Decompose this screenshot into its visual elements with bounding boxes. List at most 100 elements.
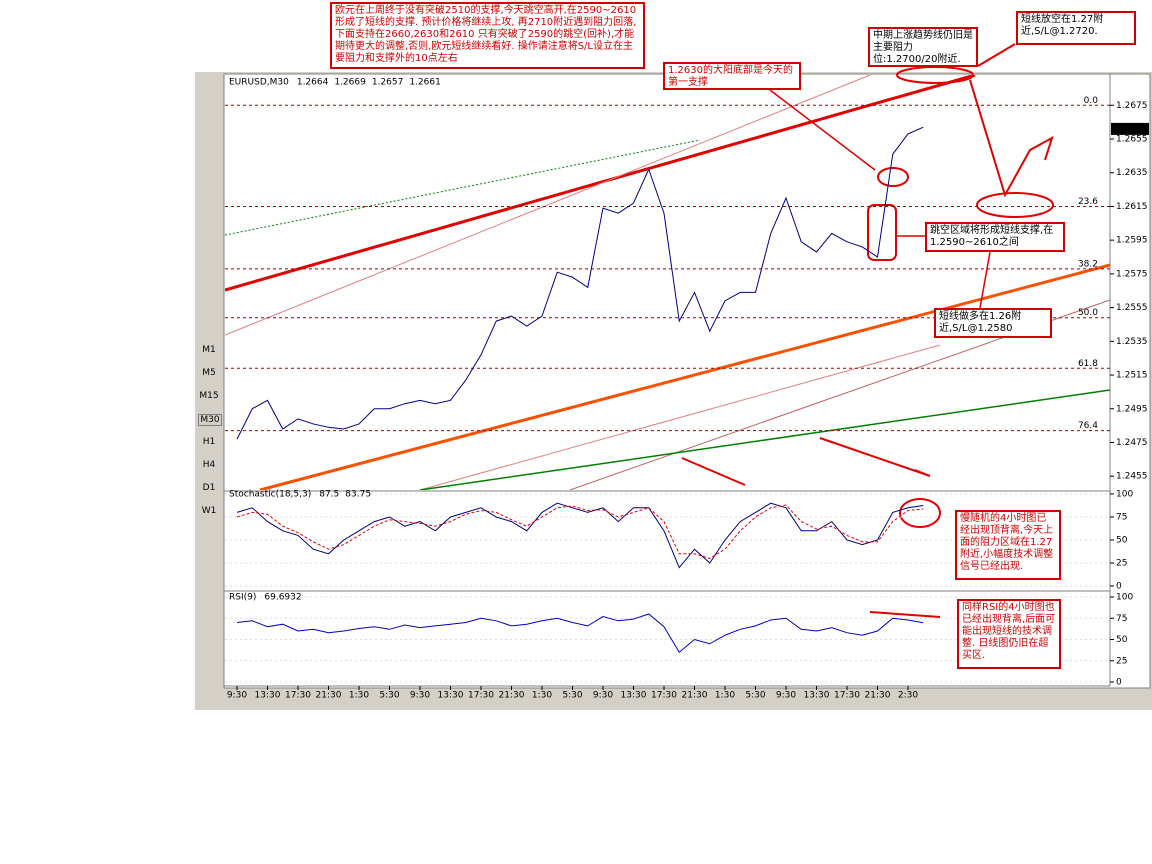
y-tick-label: 100 xyxy=(1116,593,1133,603)
series-line xyxy=(236,504,924,559)
x-tick-label: 13:30 xyxy=(804,691,830,701)
series-line xyxy=(236,613,924,654)
annotation: 短线放空在1.27附近,S/L@1.2720. xyxy=(1016,11,1136,45)
timeframe-button[interactable]: D1 xyxy=(202,483,216,493)
price-tag xyxy=(1111,122,1149,135)
panel-reading: 1.2657 xyxy=(372,78,404,88)
price-tag-label: 1.2661 xyxy=(1114,124,1146,134)
fib-label: 0.0 xyxy=(1084,96,1099,106)
y-tick-label: 1.2535 xyxy=(1116,337,1148,347)
y-tick-label: 1.2455 xyxy=(1116,472,1148,482)
annotation: 欧元在上周终于没有突破2510的支撑,今天跳空高开,在2590~2610形成了短… xyxy=(330,2,645,69)
arrow xyxy=(969,79,1054,198)
y-tick-label: 0 xyxy=(1116,582,1122,592)
y-tick-label: 1.2675 xyxy=(1116,101,1148,111)
arrow xyxy=(819,437,931,477)
series-line xyxy=(236,126,924,440)
arrow xyxy=(769,89,876,171)
y-tick-label: 1.2655 xyxy=(1116,135,1148,145)
timeframe-button[interactable]: M5 xyxy=(202,368,216,378)
trend-line xyxy=(419,389,1110,490)
trend-lines xyxy=(225,75,1110,490)
x-tick-label: 9:30 xyxy=(410,691,430,701)
timeframe-button[interactable]: W1 xyxy=(201,506,217,516)
y-tick-label: 1.2615 xyxy=(1116,202,1148,212)
timeframe-button[interactable]: M1 xyxy=(202,345,216,355)
series-line xyxy=(236,502,924,569)
panel-title: Stochastic(18,5,3) xyxy=(229,490,311,500)
fib-label: 61.8 xyxy=(1078,359,1098,369)
y-tick-label: 1.2475 xyxy=(1116,438,1148,448)
trend-line xyxy=(225,75,976,292)
highlight xyxy=(867,204,897,261)
y-tick-label: 25 xyxy=(1116,559,1127,569)
annotation: 慢随机的4小时图已经出现顶背离,今天上面的阻力区域在1.27附近,小幅度技术调整… xyxy=(955,510,1061,580)
x-tick-label: 5:30 xyxy=(562,691,582,701)
y-tick-label: 1.2595 xyxy=(1116,236,1148,246)
x-tick-label: 21:30 xyxy=(682,691,708,701)
y-tick-label: 1.2495 xyxy=(1116,404,1148,414)
x-tick-label: 5:30 xyxy=(379,691,399,701)
x-tick-label: 21:30 xyxy=(499,691,525,701)
arrow xyxy=(681,457,746,486)
y-tick-label: 1.2555 xyxy=(1116,303,1148,313)
timeframe-button[interactable]: H4 xyxy=(202,460,216,470)
timeframe-button[interactable]: M15 xyxy=(199,391,219,401)
annotation: 短线做多在1.26附近,S/L@1.2580 xyxy=(934,308,1052,338)
x-tick-label: 1:30 xyxy=(532,691,552,701)
x-tick-label: 2:30 xyxy=(898,691,918,701)
highlight xyxy=(899,498,941,528)
timeframe-button[interactable]: H1 xyxy=(202,437,216,447)
annotation: 跳空区域将形成短线支撑,在1.2590~2610之间 xyxy=(925,222,1065,252)
fib-label: 23.6 xyxy=(1078,197,1098,207)
x-tick-label: 5:30 xyxy=(745,691,765,701)
highlight xyxy=(877,167,909,187)
timeframe-button[interactable]: M30 xyxy=(198,414,222,426)
trend-line xyxy=(419,344,941,490)
y-tick-label: 25 xyxy=(1116,656,1127,666)
x-tick-label: 9:30 xyxy=(776,691,796,701)
x-tick-label: 17:30 xyxy=(834,691,860,701)
annotation: 中期上涨趋势线仍旧是主要阻力位:1.2700/20附近. xyxy=(868,27,978,67)
panel-reading: 69.6932 xyxy=(264,593,301,603)
panel-title: EURUSD,M30 xyxy=(229,78,289,88)
x-tick-label: 1:30 xyxy=(349,691,369,701)
x-tick-label: 9:30 xyxy=(593,691,613,701)
x-tick-label: 17:30 xyxy=(285,691,311,701)
y-tick-label: 0 xyxy=(1116,678,1122,688)
x-tick-label: 17:30 xyxy=(468,691,494,701)
y-tick-label: 1.2515 xyxy=(1116,371,1148,381)
panel-reading: 1.2669 xyxy=(334,78,366,88)
y-tick-label: 50 xyxy=(1116,536,1128,546)
panel-reading: 1.2664 xyxy=(297,78,329,88)
panel-reading: 1.2661 xyxy=(409,78,441,88)
x-tick-label: 9:30 xyxy=(227,691,247,701)
arrow xyxy=(979,251,991,309)
fib-label: 50.0 xyxy=(1078,308,1098,318)
fib-label: 38.2 xyxy=(1078,259,1098,269)
y-tick-label: 50 xyxy=(1116,635,1128,645)
x-tick-label: 1:30 xyxy=(715,691,735,701)
trend-line xyxy=(259,263,1110,490)
x-tick-label: 21:30 xyxy=(865,691,891,701)
arrow xyxy=(869,611,941,618)
x-tick-label: 13:30 xyxy=(255,691,281,701)
chart-window xyxy=(223,73,1151,689)
annotation: 1.2630的大阳底部是今天的第一支撑 xyxy=(663,62,801,90)
highlight xyxy=(976,192,1054,218)
trend-line xyxy=(225,139,701,236)
fib-label: 76.4 xyxy=(1078,421,1098,431)
x-tick-label: 21:30 xyxy=(316,691,342,701)
x-tick-label: 17:30 xyxy=(651,691,677,701)
y-tick-label: 75 xyxy=(1116,513,1127,523)
panel-reading: 87.5 xyxy=(319,490,339,500)
y-tick-label: 75 xyxy=(1116,614,1127,624)
y-tick-label: 1.2635 xyxy=(1116,168,1148,178)
x-tick-label: 13:30 xyxy=(621,691,647,701)
x-tick-label: 13:30 xyxy=(438,691,464,701)
highlight xyxy=(896,66,974,84)
panel-reading: 83.75 xyxy=(345,490,371,500)
trend-line xyxy=(225,75,871,336)
panel-title: RSI(9) xyxy=(229,593,256,603)
